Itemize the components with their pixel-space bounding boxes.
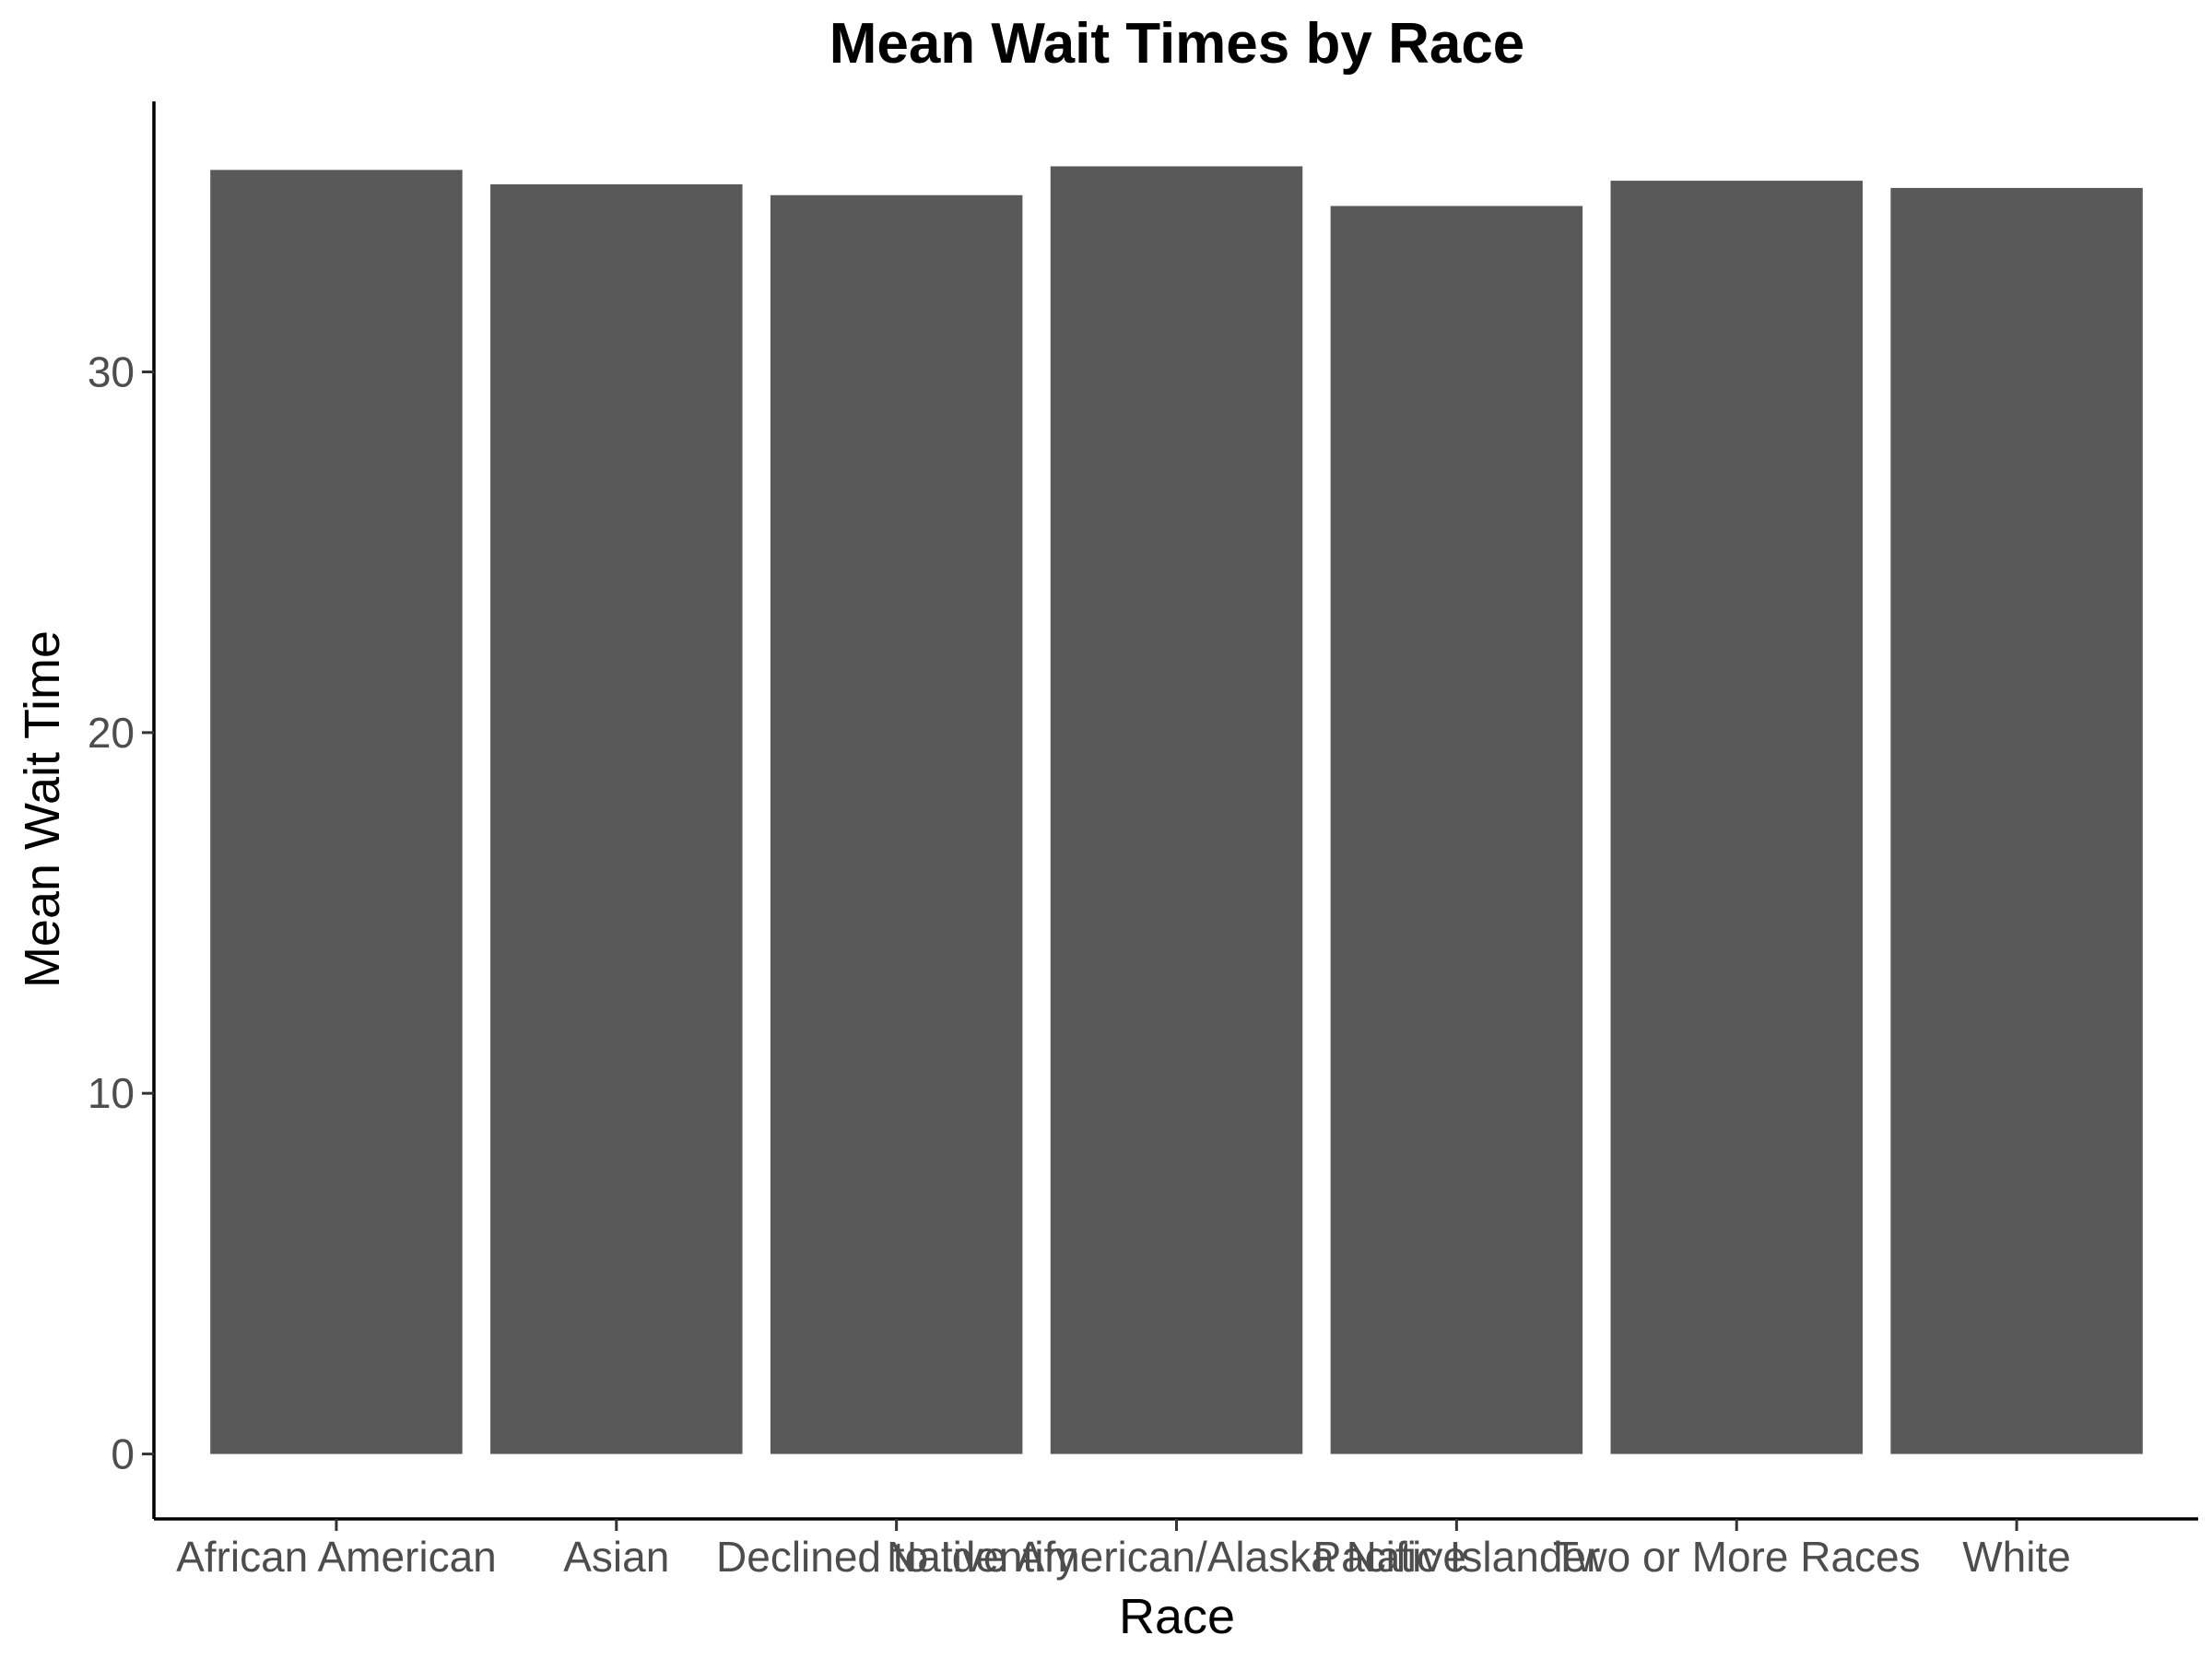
bar-0 [210, 170, 463, 1454]
bar-6 [1890, 187, 2143, 1454]
bar-2 [770, 194, 1023, 1454]
y-ticks: 0 10 20 30 [88, 348, 154, 1478]
bars [210, 166, 2143, 1454]
bar-5 [1610, 181, 1863, 1454]
x-tick-label: Native American/Alaska Native [887, 1533, 1466, 1581]
x-ticks: African American Asian Declined to Identif… [176, 1519, 2071, 1581]
x-tick-label: Pacific Islander [1312, 1533, 1600, 1581]
x-tick-label: Two or More Races [1553, 1533, 1921, 1581]
x-tick-label: Declined to Identify [716, 1533, 1077, 1581]
x-tick-label: White [1962, 1533, 2071, 1581]
y-tick-label: 20 [88, 709, 135, 757]
bar-1 [490, 184, 743, 1454]
x-axis-title: Race [1119, 1589, 1235, 1644]
y-tick-label: 0 [111, 1430, 135, 1478]
y-axis-title: Mean Wait Time [15, 630, 70, 988]
x-tick-label: African American [176, 1533, 497, 1581]
y-tick-label: 30 [88, 348, 135, 396]
bar-3 [1050, 166, 1303, 1454]
y-tick-label: 10 [88, 1069, 135, 1117]
x-tick-label: Asian [563, 1533, 669, 1581]
chart-title: Mean Wait Times by Race [830, 12, 1525, 76]
bar-4 [1330, 206, 1583, 1454]
